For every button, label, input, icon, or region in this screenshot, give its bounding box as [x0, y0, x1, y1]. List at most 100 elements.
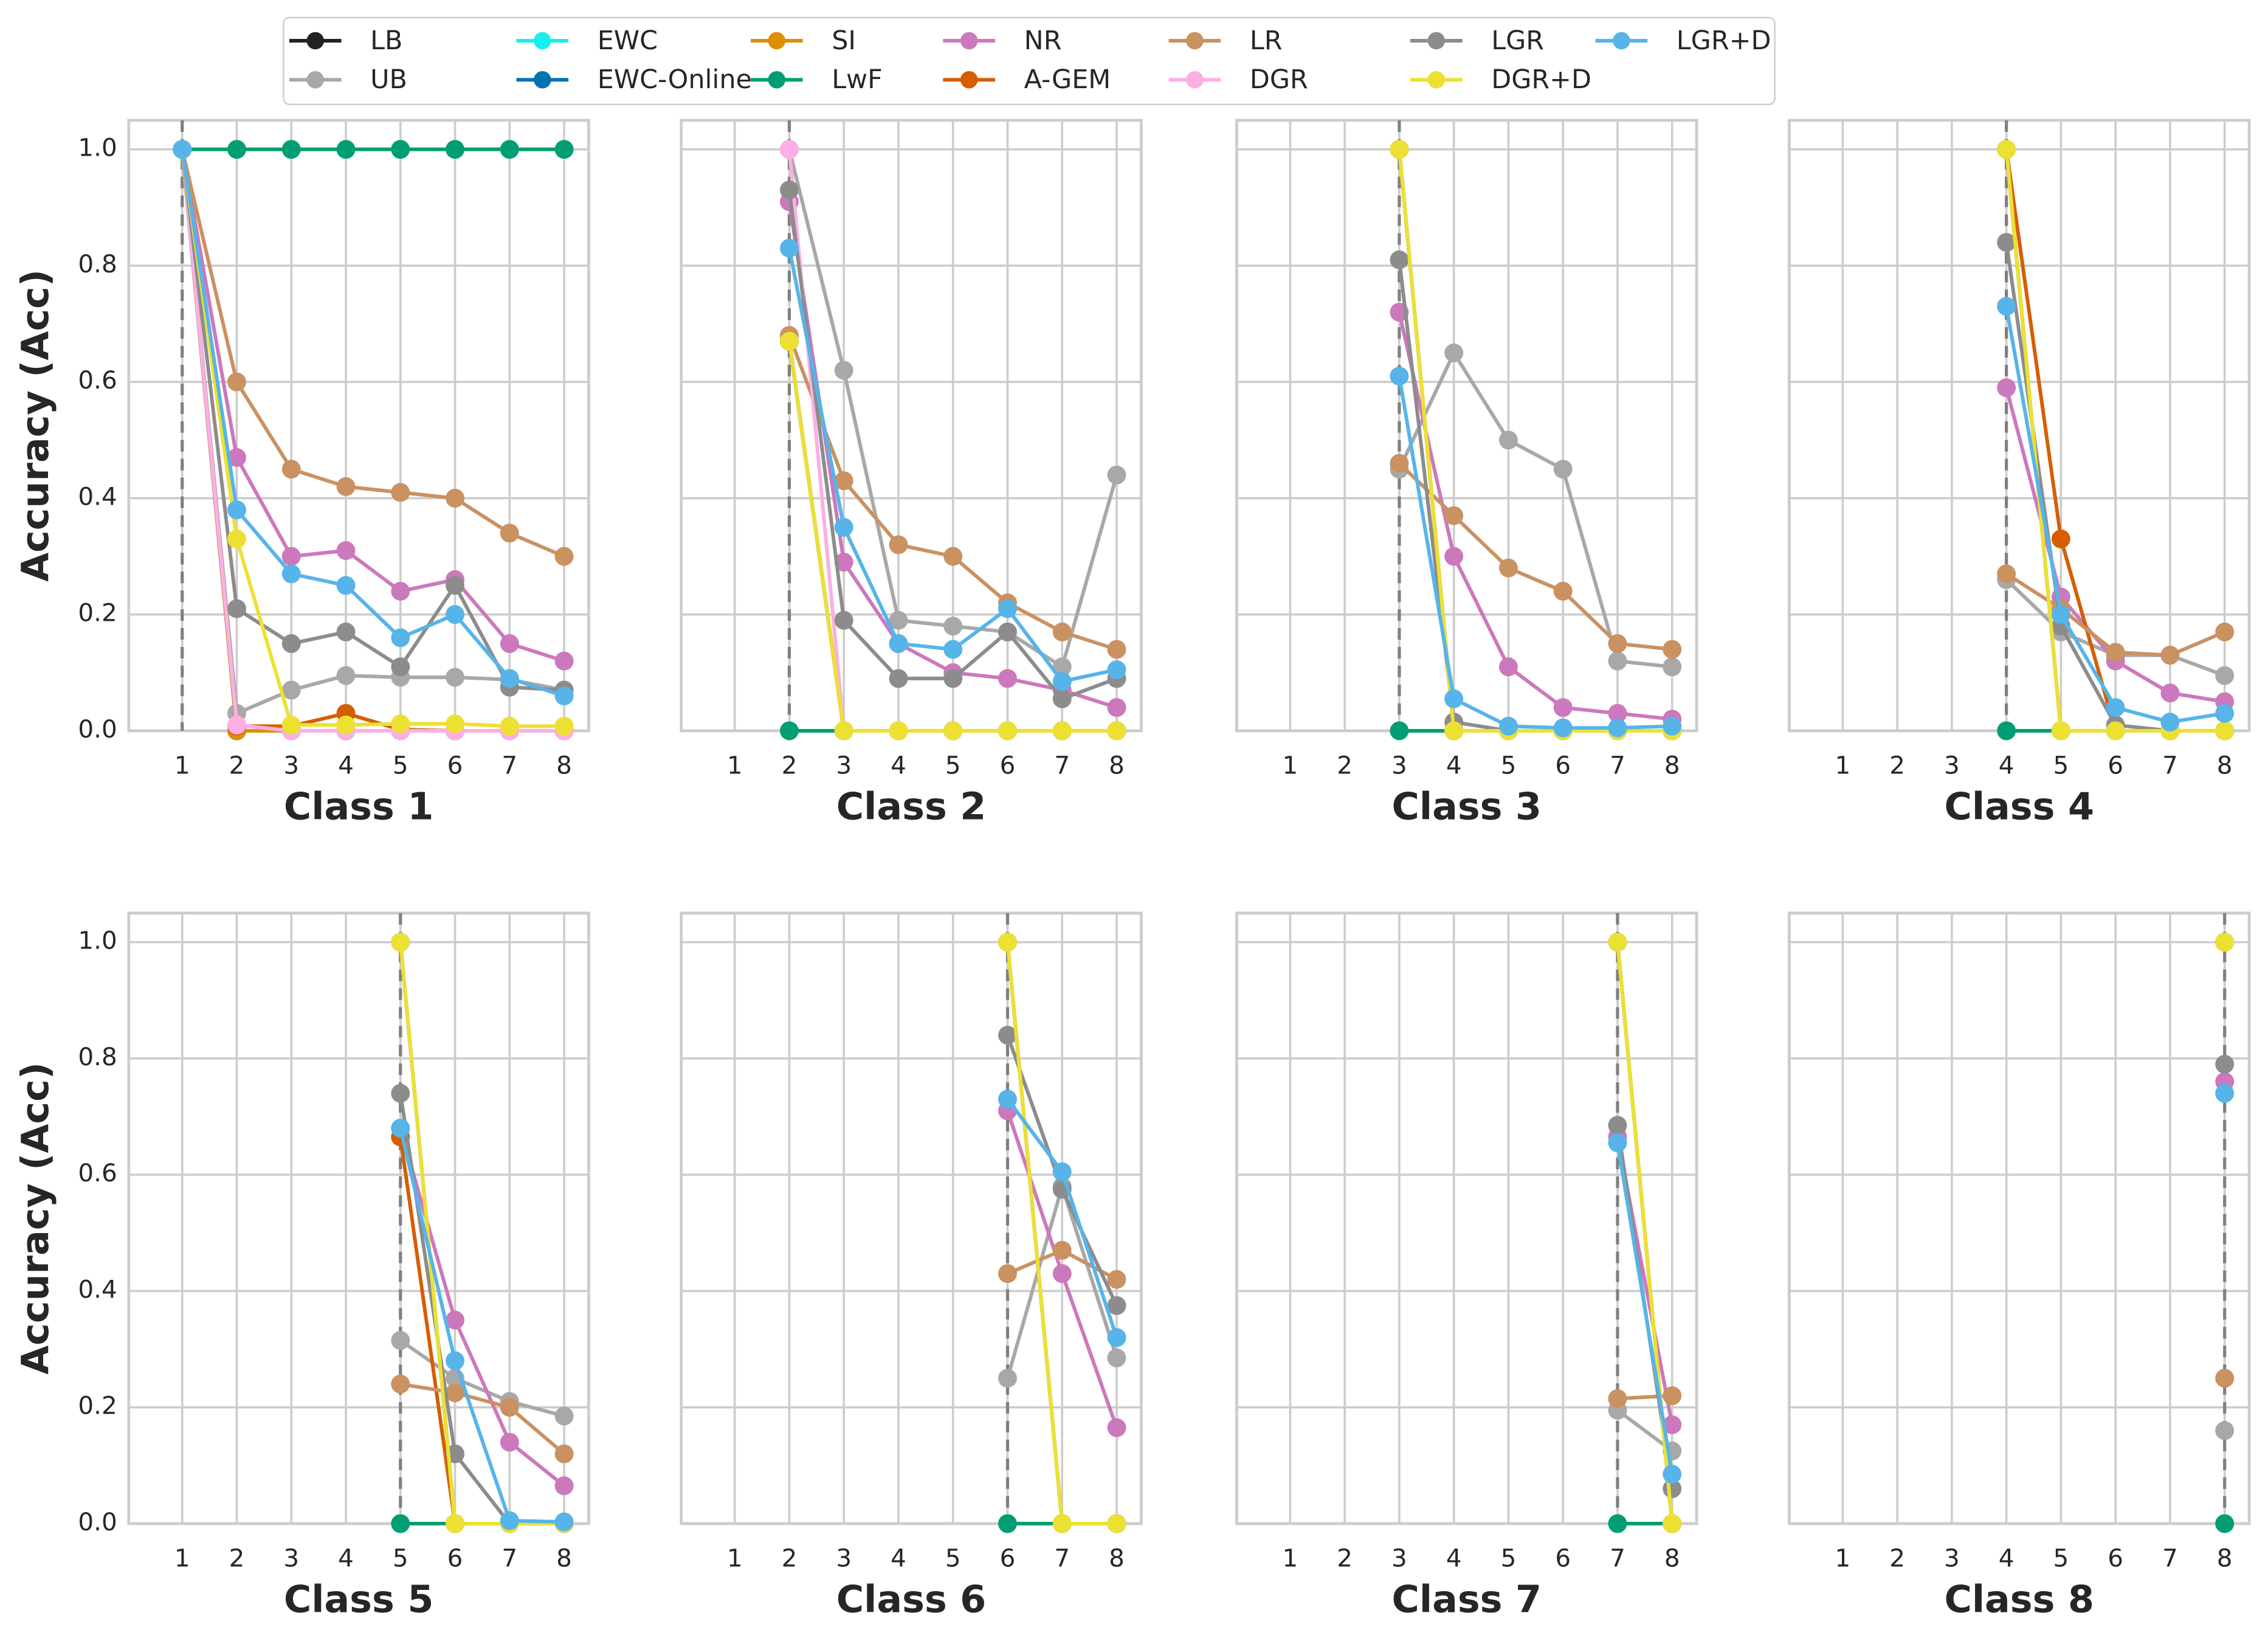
point: [2215, 1421, 2235, 1440]
point: [1107, 1328, 1126, 1347]
point: [1390, 721, 1409, 741]
x-tick-label: 5: [945, 1543, 961, 1572]
point: [336, 140, 356, 159]
point: [554, 651, 574, 671]
point: [1107, 1514, 1126, 1533]
x-tick-label: 7: [502, 750, 517, 779]
plot-area: [681, 913, 1142, 1524]
point: [2215, 1083, 2235, 1103]
panel-title: Class 6: [836, 1578, 987, 1622]
point: [1997, 564, 2016, 584]
axes-frame: [1788, 911, 2251, 1525]
point: [943, 721, 963, 741]
plot-area: [128, 120, 589, 731]
x-tick-label: 4: [1446, 750, 1462, 779]
point: [281, 680, 301, 700]
point: [1608, 1389, 1627, 1408]
point: [1997, 297, 2016, 316]
point: [834, 361, 853, 380]
x-tick-label: 8: [1664, 750, 1680, 779]
y-axis-label: Accuracy (Acc): [13, 1062, 57, 1375]
legend-label: LB: [370, 26, 402, 56]
x-tick-label: 4: [891, 750, 906, 779]
x-tick-label: 7: [1054, 1543, 1070, 1572]
point: [1553, 698, 1573, 717]
point: [500, 1432, 519, 1452]
point: [281, 140, 301, 159]
point: [998, 1264, 1017, 1283]
point: [1107, 1296, 1126, 1315]
axes-frame: [127, 911, 590, 1525]
point: [446, 605, 464, 624]
point: [1052, 1162, 1072, 1181]
x-tick-label: 2: [782, 750, 798, 779]
x-tick-label: 5: [2053, 1543, 2069, 1572]
point: [336, 622, 356, 641]
point: [446, 714, 464, 733]
y-tick-label: 0.8: [78, 1042, 117, 1071]
y-tick-label: 1.0: [78, 133, 117, 162]
x-tick-label: 6: [1555, 750, 1571, 779]
point: [1052, 672, 1072, 691]
point: [1663, 1465, 1682, 1484]
x-tick-label: 5: [1501, 750, 1517, 779]
point: [1052, 689, 1072, 708]
x-tick-label: 3: [1391, 750, 1407, 779]
x-tick-label: 3: [1391, 1543, 1407, 1572]
x-tick-label: 2: [1889, 1543, 1905, 1572]
legend-label: A-GEM: [1024, 64, 1111, 95]
point: [2215, 666, 2235, 685]
point: [834, 610, 853, 630]
point: [889, 669, 908, 688]
point: [1498, 716, 1518, 736]
x-tick-label: 8: [556, 1543, 572, 1572]
point: [834, 471, 853, 491]
point: [1107, 465, 1126, 485]
legend-marker: [768, 71, 786, 89]
x-tick-label: 7: [1610, 1543, 1625, 1572]
point: [834, 553, 853, 572]
point: [998, 1514, 1017, 1533]
point: [336, 477, 356, 496]
point: [391, 1514, 410, 1533]
series-line: [398, 942, 565, 1525]
y-tick-label: 0.4: [78, 482, 117, 511]
point: [227, 448, 246, 467]
point: [1663, 640, 1682, 659]
point: [889, 610, 908, 630]
x-tick-label: 2: [229, 750, 245, 779]
legend-label: LR: [1250, 26, 1283, 56]
x-tick-label: 2: [1337, 1543, 1353, 1572]
x-tick-label: 8: [2217, 1543, 2233, 1572]
point: [173, 140, 192, 159]
panel: 1 2 3 4 5 6 7 8 Class 2: [680, 119, 1143, 829]
point: [779, 181, 799, 200]
x-tick-label: 8: [556, 750, 572, 779]
plot-area: [681, 120, 1142, 731]
x-tick-label: 2: [1889, 750, 1905, 779]
x-tick-label: 4: [338, 1543, 354, 1572]
x-tick-label: 1: [174, 1543, 190, 1572]
point: [1608, 718, 1627, 738]
y-tick-label: 0.0: [78, 714, 117, 744]
panel: 1 2 3 4 5 6 7 8 Class 3: [1235, 119, 1698, 829]
point: [2160, 713, 2180, 732]
x-tick-label: 2: [782, 1543, 798, 1572]
plot-area: [1236, 120, 1697, 731]
y-tick-label: 1.0: [78, 926, 117, 955]
point: [2160, 646, 2180, 665]
panel: 1 2 3 4 5 6 7 8 Class 8: [1788, 911, 2251, 1622]
point: [1997, 140, 2016, 159]
panel-title: Class 4: [1944, 785, 2094, 829]
legend-marker: [534, 32, 551, 50]
point: [1107, 721, 1126, 741]
point: [281, 634, 301, 653]
point: [1444, 547, 1464, 566]
x-tick-label: 6: [2108, 1543, 2123, 1572]
point: [1052, 622, 1072, 641]
point: [1553, 718, 1573, 738]
point: [391, 1331, 410, 1350]
point: [554, 140, 574, 159]
point: [1052, 657, 1072, 677]
point: [889, 634, 908, 653]
